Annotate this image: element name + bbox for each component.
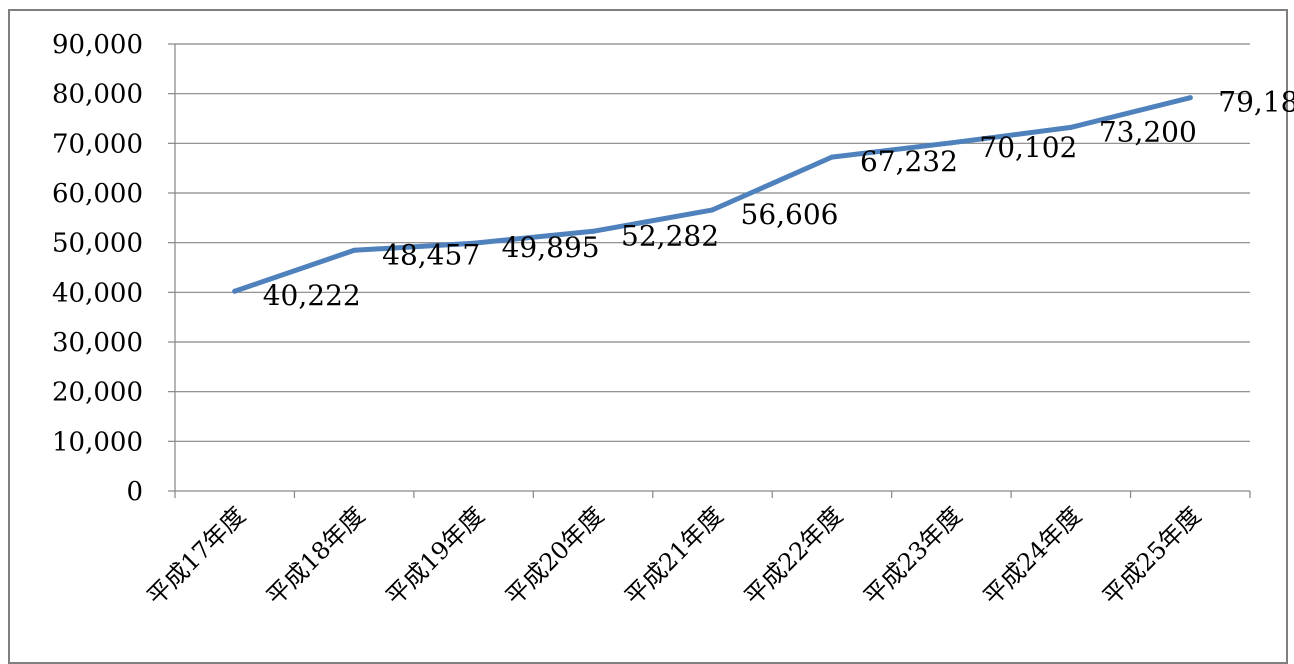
x-category-label: 平成21年度	[619, 501, 728, 610]
y-tick-label: 0	[126, 477, 143, 507]
data-label: 79,186	[1218, 86, 1294, 119]
y-axis: 0 10,000 20,000 30,000 40,000 50,000 60,000 70,…	[52, 30, 176, 507]
x-category-label: 平成23年度	[858, 501, 967, 610]
data-point	[1068, 124, 1074, 130]
data-label: 73,200	[1099, 115, 1197, 148]
data-label: 52,282	[621, 219, 719, 252]
data-point	[351, 247, 357, 253]
x-category-label: 平成17年度	[142, 501, 251, 610]
y-tick-label: 40,000	[52, 278, 143, 308]
series-line	[232, 95, 1193, 294]
y-tick-label: 30,000	[52, 328, 143, 358]
x-category-label: 平成18年度	[261, 501, 370, 610]
data-point	[232, 288, 238, 294]
x-axis: 平成17年度 平成18年度 平成19年度 平成20年度 平成21年度 平成22年度 平成23…	[142, 490, 1251, 611]
x-category-label: 平成22年度	[739, 501, 848, 610]
x-category-label: 平成25年度	[1097, 501, 1206, 610]
data-point	[1187, 95, 1193, 101]
data-label: 49,895	[502, 231, 600, 264]
x-category-label: 平成24年度	[978, 501, 1087, 610]
data-label: 56,606	[741, 198, 839, 231]
data-point	[471, 240, 477, 246]
gridlines	[175, 43, 1250, 442]
y-tick-label: 20,000	[52, 378, 143, 408]
data-label: 67,232	[860, 145, 958, 178]
data-labels: 40,222 48,457 49,895 52,282 56,606 67,232 70,1…	[263, 86, 1294, 313]
y-tick-label: 90,000	[52, 30, 143, 60]
series-layer	[232, 95, 1193, 294]
data-point	[948, 140, 954, 146]
data-point	[590, 228, 596, 234]
y-tick-label: 80,000	[52, 80, 143, 110]
data-point	[829, 154, 835, 160]
y-tick-label: 10,000	[52, 427, 143, 457]
data-label: 70,102	[979, 131, 1077, 164]
data-label: 48,457	[382, 238, 480, 271]
y-tick-label: 70,000	[52, 129, 143, 159]
data-label: 40,222	[263, 279, 361, 312]
chart-frame	[8, 9, 1288, 664]
x-category-label: 平成20年度	[500, 501, 609, 610]
data-point	[710, 207, 715, 213]
x-category-label: 平成19年度	[381, 501, 490, 610]
y-tick-label: 60,000	[52, 179, 143, 209]
y-tick-label: 50,000	[52, 229, 143, 259]
